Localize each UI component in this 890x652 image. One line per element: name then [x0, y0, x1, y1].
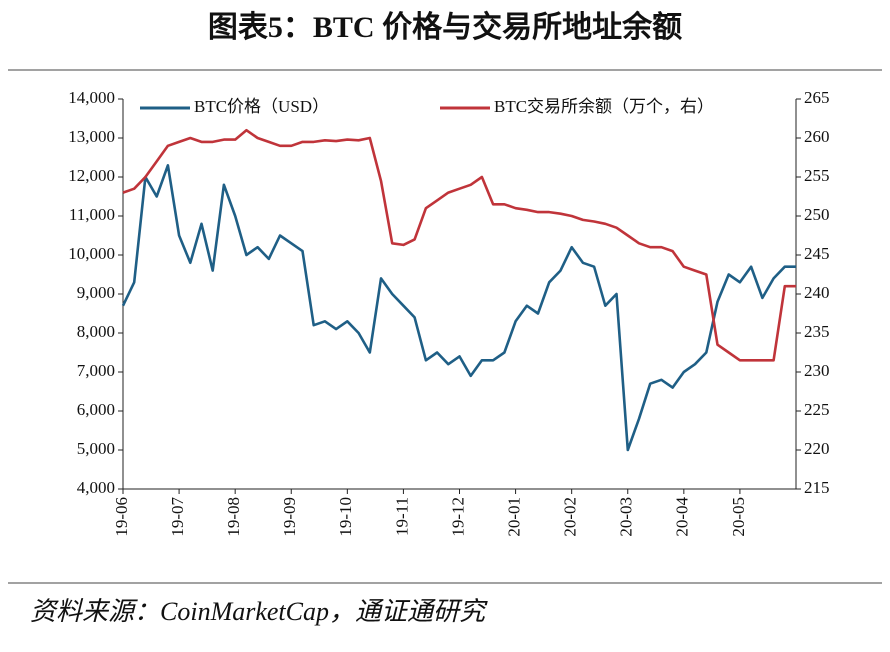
legend-label: BTC价格（USD）	[194, 97, 329, 116]
y-tick-label: 8,000	[77, 322, 115, 341]
x-tick-label: 19-11	[392, 497, 411, 536]
y-tick-label: 10,000	[68, 244, 115, 263]
y-tick-label: 9,000	[77, 283, 115, 302]
y-tick-label: 4,000	[77, 478, 115, 497]
x-tick-label: 20-03	[617, 497, 636, 537]
y2-tick-label: 215	[804, 478, 830, 497]
y2-tick-label: 225	[804, 400, 830, 419]
y2-tick-label: 220	[804, 439, 830, 458]
x-tick-label: 19-08	[224, 497, 243, 537]
y-tick-label: 14,000	[68, 88, 115, 107]
x-tick-label: 19-06	[112, 497, 131, 537]
y2-tick-label: 260	[804, 127, 830, 146]
y-tick-label: 6,000	[77, 400, 115, 419]
y2-tick-label: 240	[804, 283, 830, 302]
x-tick-label: 20-01	[504, 497, 523, 537]
x-tick-label: 20-02	[561, 497, 580, 537]
y2-tick-label: 230	[804, 361, 830, 380]
chart-title: 图表5：BTC 价格与交易所地址余额	[208, 10, 682, 44]
y-tick-label: 12,000	[68, 166, 115, 185]
y-tick-label: 5,000	[77, 439, 115, 458]
y-tick-label: 7,000	[77, 361, 115, 380]
x-tick-label: 19-12	[448, 497, 467, 537]
y2-tick-label: 235	[804, 322, 830, 341]
y-tick-label: 11,000	[69, 205, 115, 224]
x-tick-label: 19-09	[280, 497, 299, 537]
y-tick-label: 13,000	[68, 127, 115, 146]
series-line	[121, 164, 796, 452]
series-line	[122, 128, 796, 362]
y2-tick-label: 250	[804, 205, 830, 224]
x-tick-label: 20-05	[729, 497, 748, 537]
y2-tick-label: 265	[804, 88, 830, 107]
x-tick-label: 20-04	[673, 497, 692, 537]
y2-tick-label: 245	[804, 244, 830, 263]
y2-tick-label: 255	[804, 166, 830, 185]
source: 资料来源：CoinMarketCap，通证通研究	[30, 597, 488, 626]
legend-label: BTC交易所余额（万个，右）	[494, 97, 714, 116]
x-tick-label: 19-10	[336, 497, 355, 537]
x-tick-label: 19-07	[168, 497, 187, 537]
